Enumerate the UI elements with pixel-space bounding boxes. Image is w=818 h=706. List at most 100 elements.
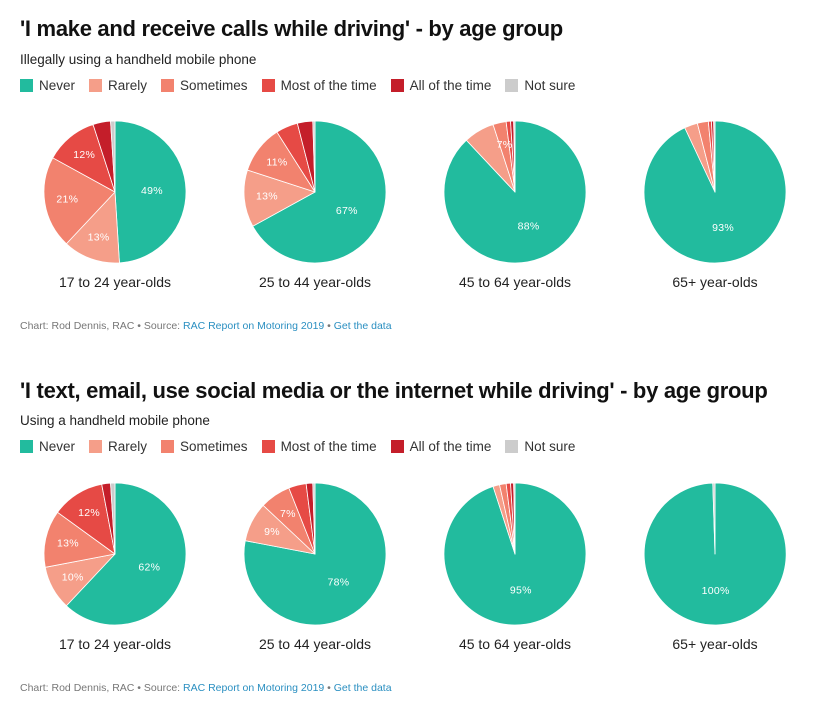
pie-slice-label: 93% [712, 222, 734, 234]
pie-slice-never [252, 120, 387, 264]
legend-label: Not sure [524, 439, 576, 454]
pie-slice-sometimes [43, 157, 116, 245]
pie-slice-label: 7% [280, 508, 296, 520]
legend-label: Rarely [108, 78, 148, 93]
legend-label: Never [39, 78, 76, 93]
credit-prefix: Chart: Rod Dennis, RAC • Source: [20, 682, 183, 694]
legend-item-not-sure: Not sure [505, 439, 575, 454]
credit-separator: • [324, 682, 334, 694]
pie-slice-label: 13% [256, 191, 278, 203]
pie-slice-not-sure [110, 482, 116, 555]
pie-slice-label: 62% [138, 562, 160, 574]
pie-caption: 65+ year-olds [672, 274, 757, 290]
legend-label: Rarely [108, 439, 148, 454]
pie-slice-not-sure [312, 120, 316, 193]
pie-65-year-olds: 93% 65+ year-olds [643, 120, 787, 290]
legend-swatch-sometimes [161, 79, 175, 92]
pie-slice-label: 7% [497, 139, 513, 151]
chart-section-texting: 'I text, email, use social media or the … [0, 362, 818, 706]
legend-swatch-most-of-the-time [261, 440, 275, 453]
pie-slice-label: 11% [266, 156, 287, 168]
pie-slice-not-sure [110, 120, 116, 193]
chart-subtitle: Using a handheld mobile phone [20, 413, 210, 428]
pie-slice-sometimes [43, 511, 116, 568]
legend-label: All of the time [409, 78, 492, 93]
pie-17-to-24-year-olds: 62% 10% 13% 12% 17 to 24 year-olds [43, 482, 187, 652]
legend-item-not-sure: Not sure [505, 78, 575, 93]
pie-chart-row: 62% 10% 13% 12% 17 to 24 year-olds 78% 9%7% 25 … [43, 482, 787, 652]
source-link[interactable]: RAC Report on Motoring 2019 [183, 320, 325, 332]
legend-label: Most of the time [280, 439, 377, 454]
pie-slice-not-sure [713, 120, 716, 193]
legend-swatch-rarely [89, 440, 103, 453]
pie-caption: 65+ year-olds [672, 636, 757, 652]
legend-swatch-all-of-the-time [390, 440, 404, 453]
legend-item-all-of-the-time: All of the time [390, 78, 492, 93]
pie-45-to-64-year-olds: 95% 45 to 64 year-olds [443, 482, 587, 652]
pie-slice-label: 12% [78, 507, 100, 519]
pie-caption: 25 to 44 year-olds [259, 636, 371, 652]
pie-slice-label: 12% [73, 149, 95, 161]
legend-label: Most of the time [280, 78, 377, 93]
pie-slice-not-sure [312, 482, 316, 555]
pie-caption: 45 to 64 year-olds [459, 274, 571, 290]
legend-swatch-not-sure [505, 79, 519, 92]
pie-slice-label: 67% [336, 205, 358, 217]
pie-slice-never [114, 120, 187, 264]
credit-separator: • [324, 320, 334, 332]
pie-slice-rarely [66, 191, 120, 264]
legend-label: Sometimes [180, 78, 248, 93]
pie-25-to-44-year-olds: 67% 13% 11% 25 to 44 year-olds [243, 120, 387, 290]
chart-section-calls: 'I make and receive calls while driving'… [0, 0, 818, 350]
source-link[interactable]: RAC Report on Motoring 2019 [183, 682, 325, 694]
pie-17-to-24-year-olds: 49% 13% 21% 12% 17 to 24 year-olds [43, 120, 187, 290]
pie-slice-label: 100% [702, 585, 730, 597]
legend-item-never: Never [20, 78, 75, 93]
legend-swatch-most-of-the-time [261, 79, 275, 92]
pie-65-year-olds: 100% 65+ year-olds [643, 482, 787, 652]
pie-slice-label: 21% [56, 194, 78, 206]
pie-slice-label: 49% [141, 185, 163, 197]
legend-swatch-all-of-the-time [390, 79, 404, 92]
pie-slice-not-sure [712, 482, 716, 555]
pie-slice-label: 13% [57, 538, 79, 550]
legend-item-rarely: Rarely [89, 439, 147, 454]
legend-label: Not sure [524, 78, 576, 93]
pie-slice-label: 78% [328, 576, 350, 588]
pie-caption: 45 to 64 year-olds [459, 636, 571, 652]
legend-label: Never [39, 439, 76, 454]
chart-title: 'I make and receive calls while driving'… [20, 16, 563, 41]
legend-swatch-not-sure [505, 440, 519, 453]
chart-legend: Never Rarely Sometimes Most of the time … [20, 439, 589, 454]
legend-swatch-never [20, 440, 33, 453]
get-the-data-link[interactable]: Get the data [333, 682, 392, 694]
legend-item-sometimes: Sometimes [161, 439, 248, 454]
legend-swatch-sometimes [161, 440, 175, 453]
legend-label: All of the time [409, 439, 492, 454]
chart-title: 'I text, email, use social media or the … [20, 378, 768, 403]
legend-item-never: Never [20, 439, 75, 454]
pie-caption: 25 to 44 year-olds [259, 274, 371, 290]
pie-45-to-64-year-olds: 88% 7% 45 to 64 year-olds [443, 120, 587, 290]
credit-prefix: Chart: Rod Dennis, RAC • Source: [20, 320, 183, 332]
pie-slice-never [66, 482, 187, 626]
pie-25-to-44-year-olds: 78% 9%7% 25 to 44 year-olds [243, 482, 387, 652]
legend-item-all-of-the-time: All of the time [390, 439, 492, 454]
get-the-data-link[interactable]: Get the data [333, 320, 392, 332]
chart-credit: Chart: Rod Dennis, RAC • Source: RAC Rep… [20, 682, 392, 694]
legend-item-rarely: Rarely [89, 78, 147, 93]
pie-slice-not-sure [513, 120, 516, 193]
pie-caption: 17 to 24 year-olds [59, 636, 171, 652]
chart-credit: Chart: Rod Dennis, RAC • Source: RAC Rep… [20, 320, 392, 332]
pie-chart-row: 49% 13% 21% 12% 17 to 24 year-olds 67% 13% 11% 2… [43, 120, 787, 290]
legend-item-sometimes: Sometimes [161, 78, 248, 93]
legend-swatch-rarely [89, 79, 103, 92]
pie-slice-label: 9% [264, 526, 280, 538]
legend-item-most-of-the-time: Most of the time [261, 78, 377, 93]
pie-slice-rarely [243, 169, 316, 227]
pie-slice-label: 13% [88, 231, 110, 243]
chart-subtitle: Illegally using a handheld mobile phone [20, 52, 257, 67]
pie-slice-label: 95% [510, 585, 532, 597]
pie-caption: 17 to 24 year-olds [59, 274, 171, 290]
legend-item-most-of-the-time: Most of the time [261, 439, 377, 454]
